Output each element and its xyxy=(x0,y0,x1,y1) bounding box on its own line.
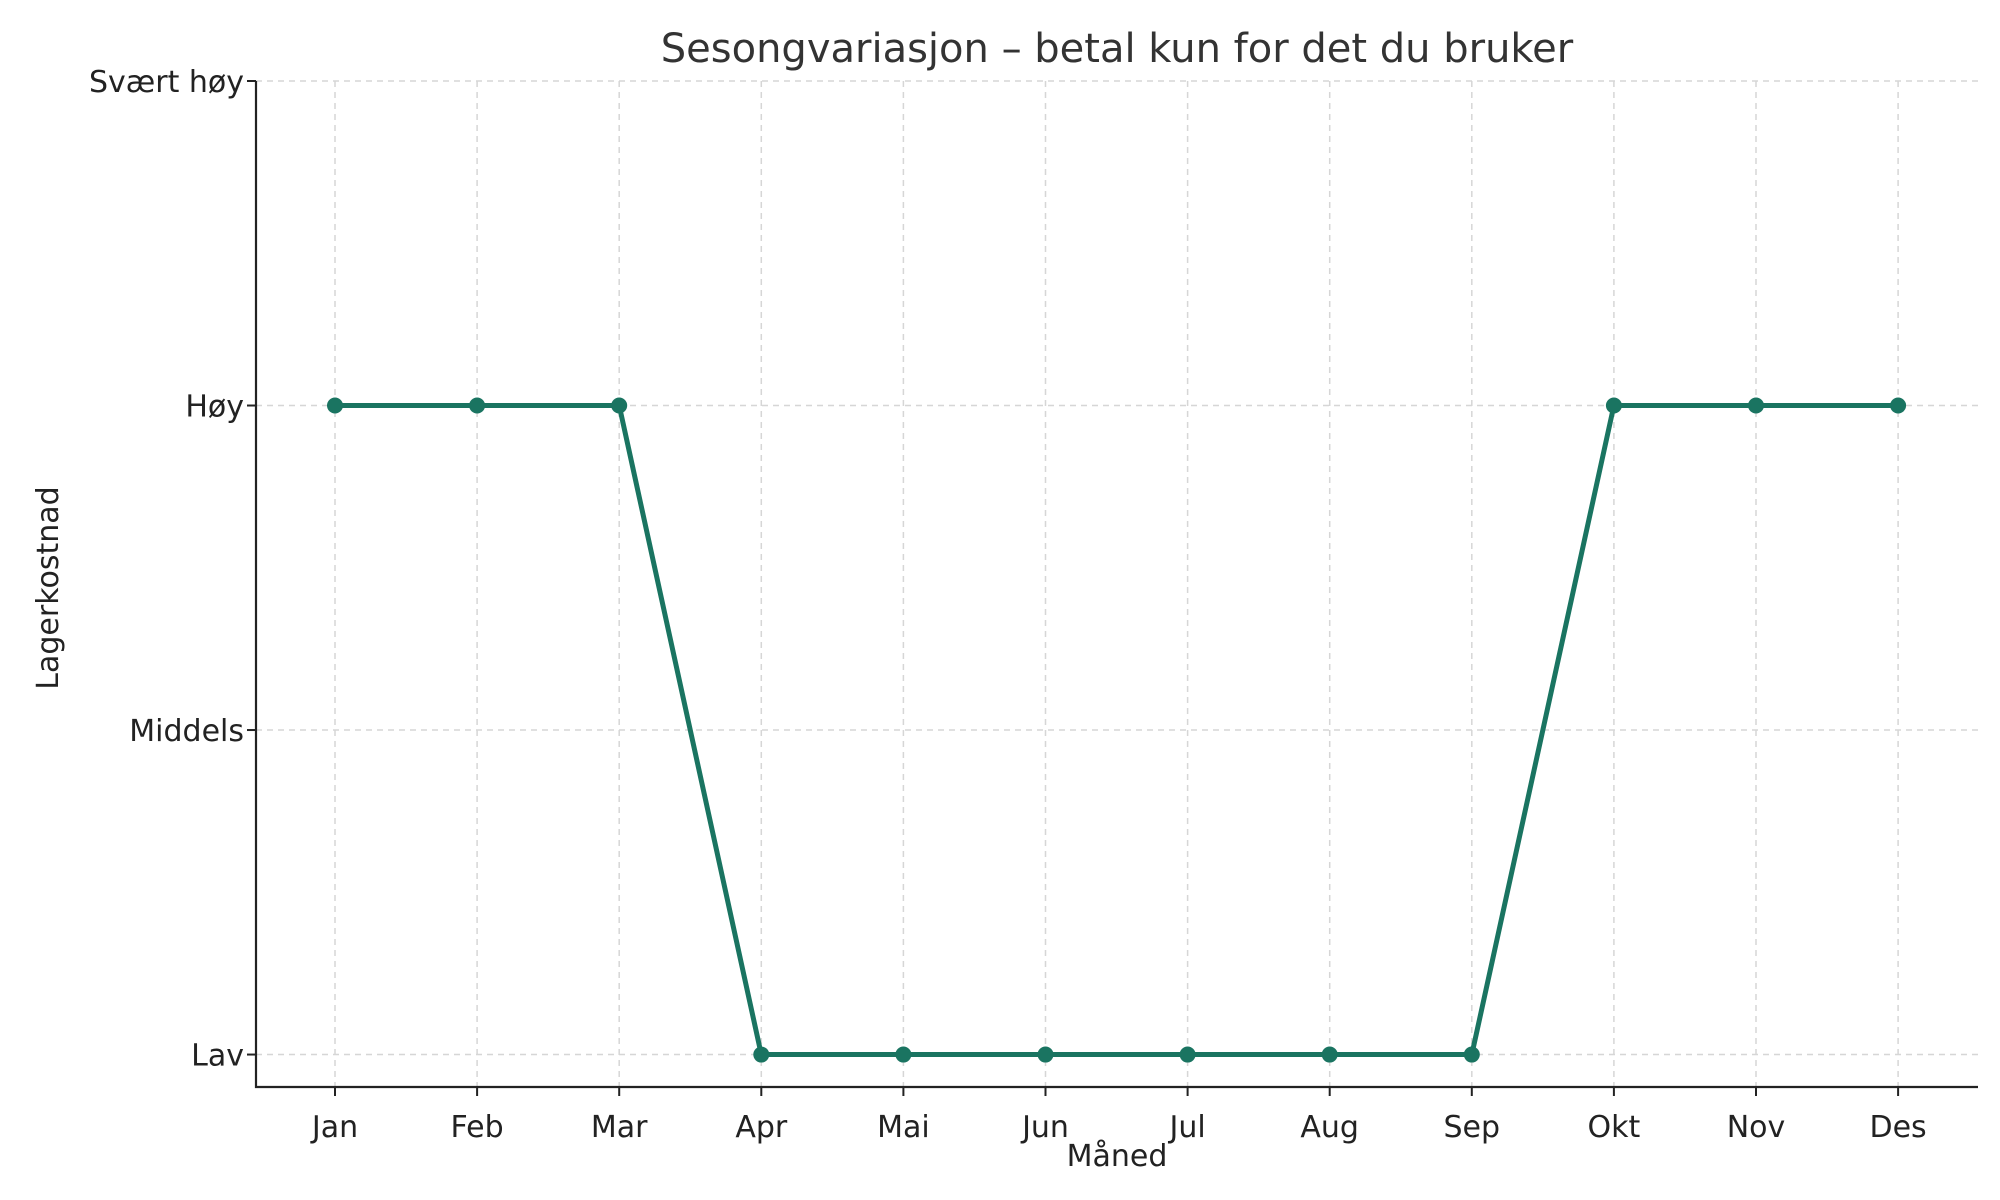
series-line xyxy=(335,403,1899,1058)
x-tick-label: Des xyxy=(1870,1110,1927,1145)
data-point-des xyxy=(1890,397,1907,414)
x-tick-label: Jul xyxy=(1167,1110,1205,1145)
data-point-apr xyxy=(753,1046,770,1063)
x-tick-label: Okt xyxy=(1588,1110,1641,1145)
x-tick-label: Nov xyxy=(1727,1110,1786,1145)
y-tick-label: Lav xyxy=(191,1039,244,1074)
series-layer xyxy=(327,397,1907,1063)
axes-layer xyxy=(254,81,1978,1089)
data-point-jun xyxy=(1037,1046,1054,1063)
data-point-feb xyxy=(469,397,486,414)
y-tick-label: Svært høy xyxy=(89,65,244,100)
data-point-nov xyxy=(1748,397,1764,414)
data-point-jul xyxy=(1179,1046,1196,1063)
data-point-mai xyxy=(895,1046,912,1063)
x-tick-label: Apr xyxy=(735,1110,788,1145)
ticks-layer: Jan Feb Mar Apr Mai Jun Jul Aug Sep Okt Nov Des Lav M… xyxy=(89,65,1927,1145)
x-tick-label: Jun xyxy=(1020,1110,1069,1145)
data-point-okt xyxy=(1605,397,1622,414)
x-tick-label: Aug xyxy=(1300,1110,1359,1145)
x-tick-label: Sep xyxy=(1444,1110,1501,1145)
data-point-aug xyxy=(1321,1046,1338,1063)
y-tick-label: Middels xyxy=(129,714,244,749)
x-tick-label: Mai xyxy=(877,1110,930,1145)
x-axis-label: Måned xyxy=(1067,1139,1168,1174)
y-tick-label: Høy xyxy=(185,390,244,425)
grid-layer xyxy=(256,80,1978,1087)
x-tick-label: Mar xyxy=(591,1110,648,1145)
y-axis-label: Lagerkostnad xyxy=(31,486,66,689)
x-tick-label: Feb xyxy=(451,1110,504,1145)
data-point-sep xyxy=(1463,1046,1480,1063)
x-tick-label: Jan xyxy=(310,1110,358,1145)
data-point-mar xyxy=(611,397,628,414)
chart-title: Sesongvariasjon – betal kun for det du b… xyxy=(661,26,1574,72)
axis-spines xyxy=(254,81,1978,1089)
data-point-jan xyxy=(327,397,343,414)
